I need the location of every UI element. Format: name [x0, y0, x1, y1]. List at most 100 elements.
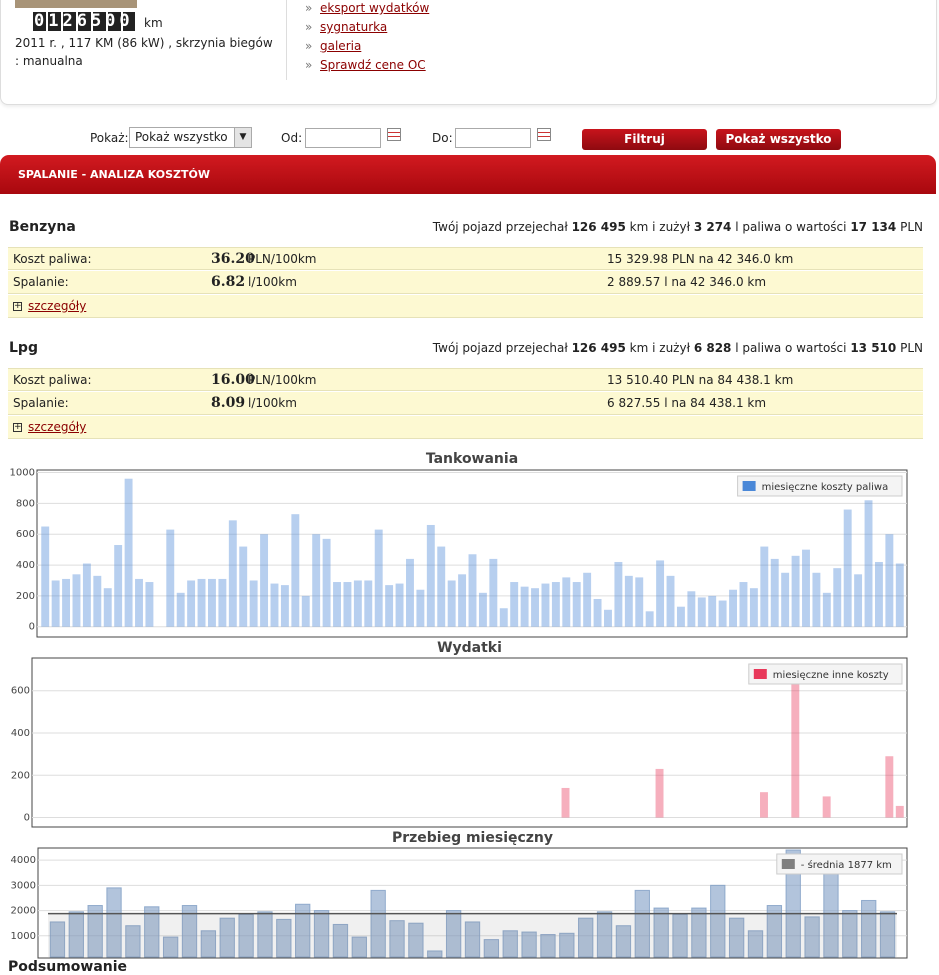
filter-button[interactable]: Filtruj	[582, 129, 707, 150]
fuel-summary: Twój pojazd przejechał 126 495 km i zuży…	[433, 220, 923, 234]
bar	[322, 538, 331, 627]
legend-label: miesięczne inne koszty	[773, 670, 889, 681]
chart-frame	[37, 847, 908, 959]
legend-label: miesięczne koszty paliwa	[762, 482, 889, 493]
summary-value: 17 134	[850, 220, 897, 234]
bar	[106, 887, 122, 958]
fuel-summary: Twój pojazd przejechał 126 495 km i zuży…	[433, 341, 923, 355]
row-detail: 2 889.57 l na 42 346.0 km	[607, 275, 767, 289]
to-input[interactable]	[455, 128, 531, 148]
summary-text: Twój pojazd przejechał	[432, 341, 568, 355]
bar	[458, 574, 467, 627]
bar	[353, 580, 362, 627]
y-tick-label: 200	[11, 770, 30, 781]
bar	[483, 939, 500, 958]
calendar-icon[interactable]	[387, 128, 401, 141]
nav-link[interactable]: Sprawdź cene OC	[320, 58, 426, 72]
bar	[729, 589, 738, 627]
bar	[614, 561, 623, 627]
bar	[747, 930, 764, 958]
from-input[interactable]	[305, 128, 381, 148]
nav-link[interactable]: sygnaturka	[320, 20, 388, 34]
bar	[583, 572, 592, 627]
row-unit: PLN/100km	[248, 252, 317, 266]
bar	[687, 591, 696, 627]
bar	[502, 930, 518, 958]
bar	[596, 911, 613, 958]
row-label: Spalanie:	[13, 275, 69, 289]
summary-value: 126 495	[571, 220, 626, 234]
y-tick-label: 600	[16, 529, 35, 540]
bar	[697, 597, 706, 627]
calendar-icon[interactable]	[537, 128, 551, 141]
row-detail: 6 827.55 l na 84 438.1 km	[607, 396, 767, 410]
bar	[187, 580, 196, 627]
bar	[176, 592, 185, 627]
bar	[655, 768, 664, 818]
y-tick-label: 1000	[10, 468, 35, 479]
bar	[728, 917, 745, 958]
show-select[interactable]: Pokaż wszystko ▼	[129, 127, 252, 148]
bar	[708, 595, 717, 627]
details-link[interactable]: szczegóły	[28, 420, 87, 434]
bar	[332, 923, 349, 958]
vehicle-photo	[15, 0, 137, 8]
bar	[49, 921, 66, 958]
bar	[521, 931, 537, 958]
row-label: Koszt paliwa:	[13, 373, 92, 387]
bar	[489, 558, 498, 627]
row-label: Koszt paliwa:	[13, 252, 92, 266]
show-all-button[interactable]: Pokaż wszystko	[716, 129, 841, 150]
bar	[666, 575, 675, 627]
bar	[249, 580, 258, 627]
bar	[540, 934, 556, 958]
bar	[276, 918, 292, 958]
bar	[364, 580, 373, 627]
bar	[885, 756, 894, 818]
chart-frame	[36, 469, 908, 638]
bar	[343, 582, 352, 627]
y-tick-label: 200	[16, 591, 35, 602]
nav-link[interactable]: eksport wydatków	[320, 1, 430, 15]
chart-frame	[31, 657, 908, 828]
bar	[624, 575, 633, 627]
fuel-row: Spalanie: 6.82 l/100km 2 889.57 l na 42 346…	[8, 271, 923, 294]
bar	[291, 514, 300, 627]
bar	[166, 529, 175, 627]
bar	[854, 574, 863, 627]
summary-text: PLN	[900, 220, 923, 234]
row-value: 8.09	[211, 395, 246, 411]
legend-swatch	[781, 859, 795, 869]
bar	[739, 582, 748, 627]
bar	[72, 574, 81, 627]
bar	[87, 905, 103, 958]
summary-text: km i zużył	[629, 220, 690, 234]
bar	[760, 546, 769, 627]
bar	[426, 524, 435, 627]
nav-link[interactable]: galeria	[320, 39, 362, 53]
details-link[interactable]: szczegóły	[28, 299, 87, 313]
bar	[51, 580, 60, 627]
legend-label: - średnia 1877 km	[801, 859, 892, 871]
row-unit: PLN/100km	[248, 373, 317, 387]
bar	[885, 534, 894, 627]
bullet: »	[305, 39, 313, 53]
bar	[645, 611, 654, 627]
legend-swatch	[742, 481, 756, 491]
y-tick-label: 400	[11, 728, 30, 739]
bar	[301, 595, 310, 627]
legend-box	[737, 475, 903, 497]
bar	[295, 903, 311, 958]
separator	[286, 0, 287, 80]
bar	[541, 583, 550, 627]
bar	[770, 558, 779, 627]
bar	[531, 588, 539, 627]
bar	[200, 930, 217, 958]
bar	[561, 787, 570, 818]
bar	[445, 910, 462, 958]
bar	[635, 577, 644, 627]
bar	[822, 796, 831, 818]
row-value: 6.82	[211, 274, 246, 290]
bar	[559, 932, 575, 958]
